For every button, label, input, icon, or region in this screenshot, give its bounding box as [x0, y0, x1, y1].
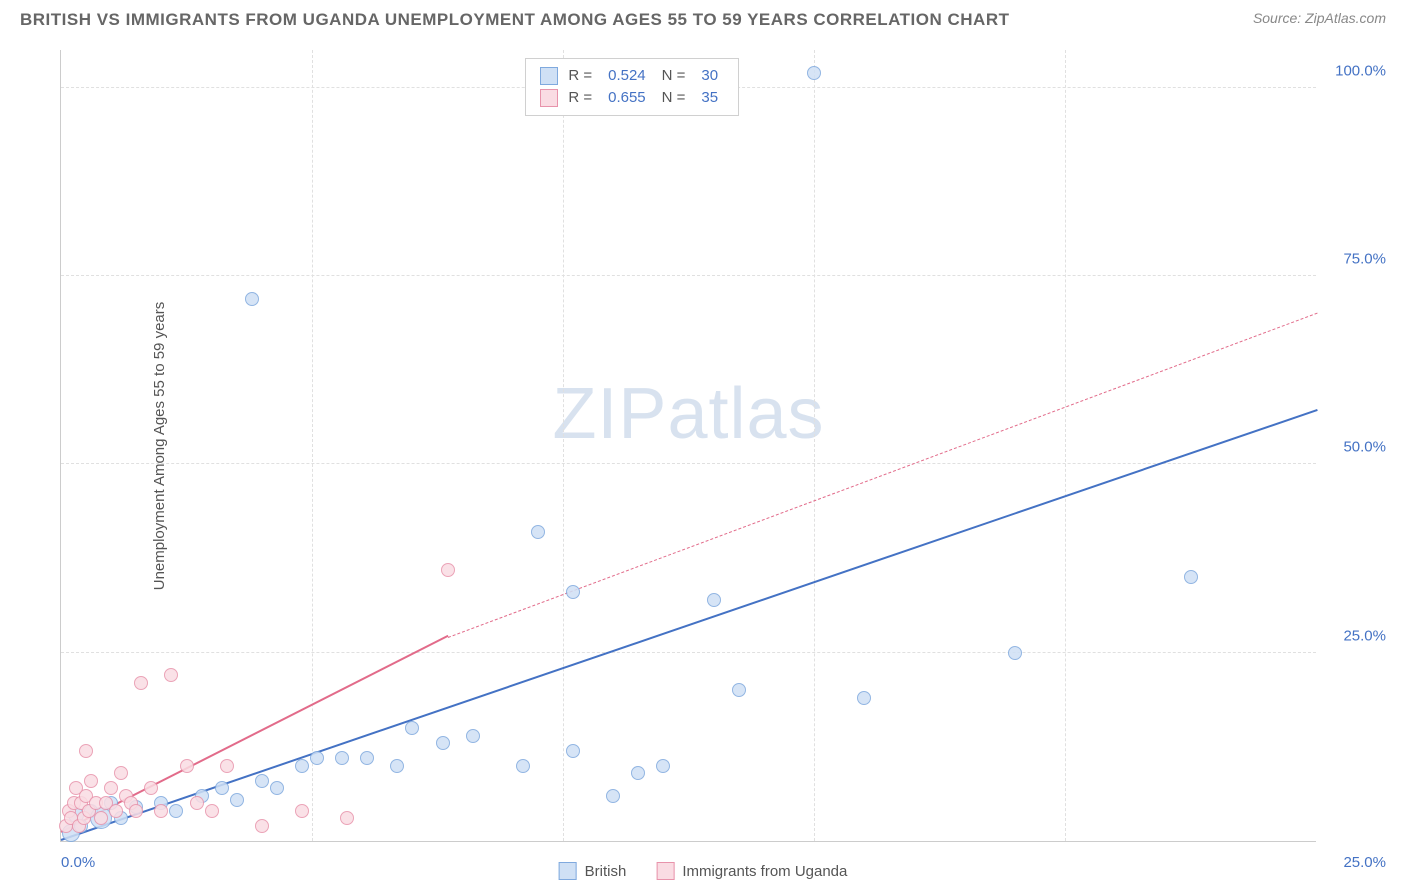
gridline-vertical: [1065, 50, 1066, 841]
data-point: [164, 668, 178, 682]
watermark: ZIPatlas: [552, 373, 824, 455]
data-point: [215, 781, 229, 795]
correlation-legend-row: R = 0.524 N = 30: [540, 65, 724, 87]
data-point: [104, 781, 118, 795]
legend-swatch: [656, 862, 674, 880]
data-point: [360, 751, 374, 765]
data-point: [295, 804, 309, 818]
gridline-horizontal: [61, 275, 1316, 276]
data-point: [255, 819, 269, 833]
data-point: [129, 804, 143, 818]
legend-n-value: 30: [701, 67, 718, 84]
data-point: [405, 721, 419, 735]
data-point: [466, 729, 480, 743]
data-point: [631, 766, 645, 780]
chart-header: BRITISH VS IMMIGRANTS FROM UGANDA UNEMPL…: [0, 0, 1406, 35]
y-tick-label: 50.0%: [1326, 439, 1386, 456]
data-point: [190, 796, 204, 810]
legend-n-value: 35: [701, 89, 718, 106]
series-legend-label: Immigrants from Uganda: [682, 863, 847, 880]
data-point: [606, 789, 620, 803]
data-point: [144, 781, 158, 795]
data-point: [310, 751, 324, 765]
legend-r-value: 0.655: [608, 89, 646, 106]
data-point: [79, 744, 93, 758]
gridline-vertical: [814, 50, 815, 841]
data-point: [94, 811, 108, 825]
data-point: [531, 525, 545, 539]
series-legend: British Immigrants from Uganda: [559, 862, 848, 880]
data-point: [220, 759, 234, 773]
y-tick-label: 25.0%: [1326, 627, 1386, 644]
gridline-horizontal: [61, 463, 1316, 464]
data-point: [340, 811, 354, 825]
data-point: [732, 683, 746, 697]
legend-r-label: R =: [568, 67, 592, 84]
data-point: [436, 736, 450, 750]
series-legend-item: British: [559, 862, 627, 880]
legend-r-label: R =: [568, 89, 592, 106]
data-point: [205, 804, 219, 818]
data-point: [169, 804, 183, 818]
data-point: [566, 744, 580, 758]
correlation-legend-row: R = 0.655 N = 35: [540, 87, 724, 109]
data-point: [1008, 646, 1022, 660]
plot-area: ZIPatlas 25.0%50.0%75.0%100.0%0.0%25.0%R…: [60, 50, 1316, 842]
trend-line: [61, 409, 1318, 841]
legend-swatch: [540, 89, 558, 107]
source-attribution: Source: ZipAtlas.com: [1253, 10, 1386, 26]
data-point: [516, 759, 530, 773]
x-tick-label: 0.0%: [61, 854, 95, 871]
series-legend-label: British: [585, 863, 627, 880]
gridline-horizontal: [61, 652, 1316, 653]
legend-swatch: [559, 862, 577, 880]
legend-n-label: N =: [662, 67, 686, 84]
data-point: [656, 759, 670, 773]
y-tick-label: 75.0%: [1326, 251, 1386, 268]
data-point: [109, 804, 123, 818]
data-point: [335, 751, 349, 765]
gridline-vertical: [563, 50, 564, 841]
data-point: [707, 593, 721, 607]
data-point: [1184, 570, 1198, 584]
data-point: [807, 66, 821, 80]
correlation-legend: R = 0.524 N = 30 R = 0.655 N = 35: [525, 58, 739, 116]
data-point: [270, 781, 284, 795]
data-point: [230, 793, 244, 807]
data-point: [566, 585, 580, 599]
data-point: [255, 774, 269, 788]
data-point: [114, 766, 128, 780]
legend-n-label: N =: [662, 89, 686, 106]
data-point: [441, 563, 455, 577]
data-point: [134, 676, 148, 690]
data-point: [180, 759, 194, 773]
chart-title: BRITISH VS IMMIGRANTS FROM UGANDA UNEMPL…: [20, 10, 1010, 30]
x-tick-label: 25.0%: [1343, 854, 1386, 871]
y-tick-label: 100.0%: [1326, 62, 1386, 79]
legend-swatch: [540, 67, 558, 85]
data-point: [84, 774, 98, 788]
chart-container: ZIPatlas 25.0%50.0%75.0%100.0%0.0%25.0%R…: [60, 50, 1316, 842]
data-point: [390, 759, 404, 773]
data-point: [295, 759, 309, 773]
data-point: [857, 691, 871, 705]
data-point: [245, 292, 259, 306]
legend-r-value: 0.524: [608, 67, 646, 84]
gridline-vertical: [312, 50, 313, 841]
series-legend-item: Immigrants from Uganda: [656, 862, 847, 880]
data-point: [154, 804, 168, 818]
